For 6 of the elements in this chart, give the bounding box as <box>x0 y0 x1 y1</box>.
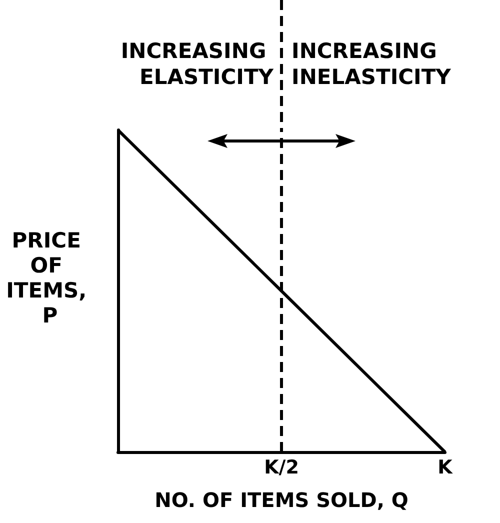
x-axis-title: NO. OF ITEMS SOLD, Q <box>154 488 408 512</box>
text: INCREASING ELASTICITY <box>120 39 274 89</box>
y-axis-title: PRICE OF ITEMS, P <box>6 228 94 328</box>
x-tick-label: K <box>438 456 454 478</box>
text: INCREASING INELASTICITY <box>292 39 452 89</box>
x-tick-label: K/2 <box>264 456 299 478</box>
